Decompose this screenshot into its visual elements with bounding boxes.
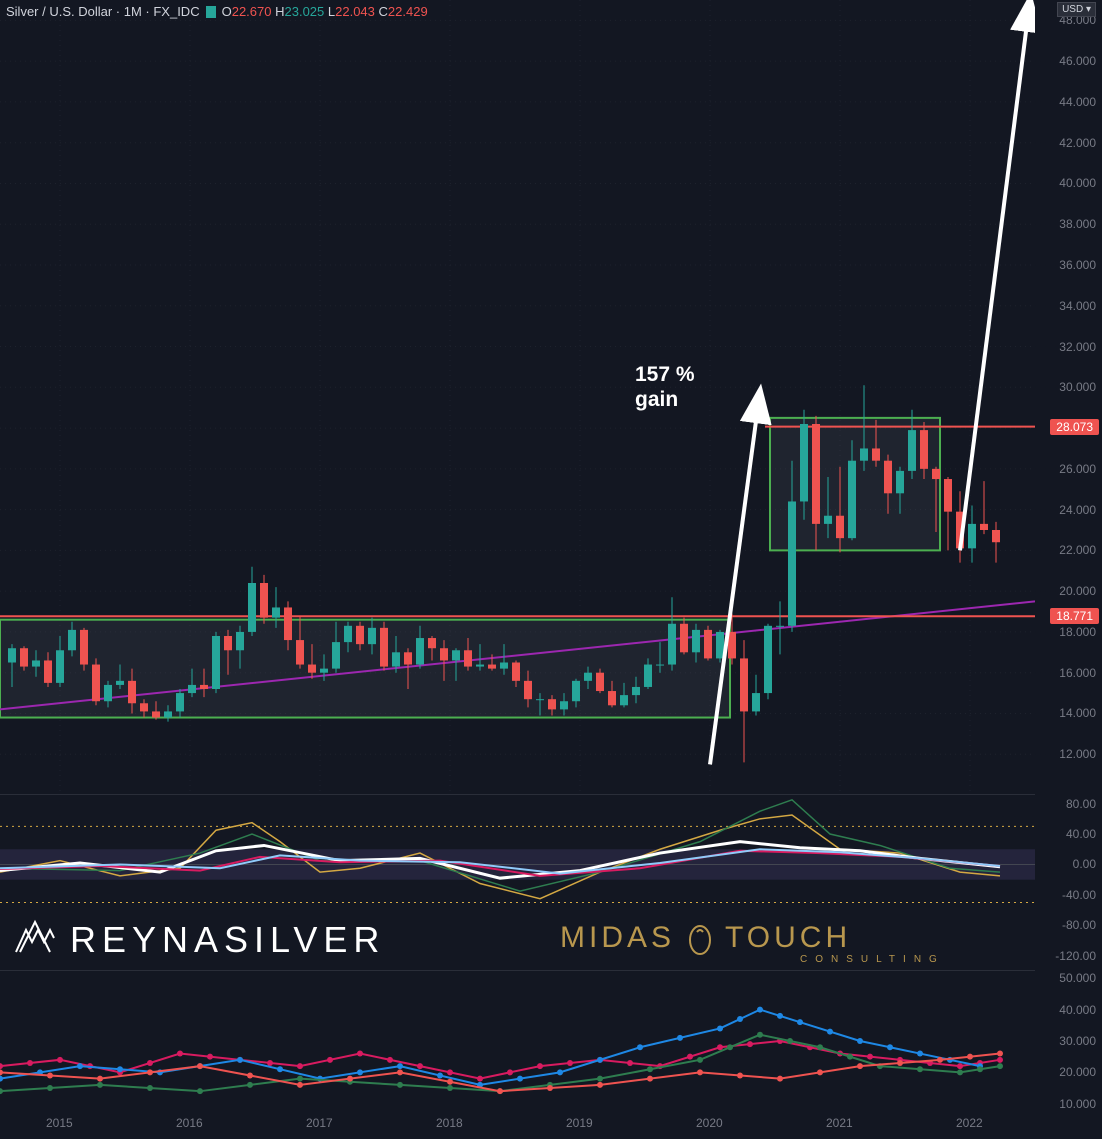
time-axis-label: 2020 (696, 1116, 723, 1130)
ind1-axis: -120.00-80.00-40.000.0040.0080.00 (1035, 796, 1102, 971)
ind2-axis: 10.00020.00030.00040.00050.000 (1035, 972, 1102, 1110)
time-axis[interactable]: 2015 2016 2017 2018 2019 2020 2021 2022 (0, 1110, 1035, 1139)
main-price-chart[interactable] (0, 0, 1035, 795)
symbol-title[interactable]: Silver / U.S. Dollar · 1M · FX_IDC (6, 4, 200, 19)
price-axis[interactable]: 12.00014.00016.00018.00020.00022.00024.0… (1035, 0, 1102, 795)
candle-icon (206, 6, 216, 18)
chart-header: Silver / U.S. Dollar · 1M · FX_IDC O22.6… (6, 4, 428, 19)
time-axis-label: 2016 (176, 1116, 203, 1130)
oscillator-panel-2[interactable] (0, 972, 1035, 1110)
time-axis-label: 2021 (826, 1116, 853, 1130)
reynasilver-logo: REYNASILVER (10, 918, 385, 962)
time-axis-label: 2019 (566, 1116, 593, 1130)
time-axis-label: 2015 (46, 1116, 73, 1130)
ohlc-readout: O22.670 H23.025 L22.043 C22.429 (222, 4, 428, 19)
time-axis-label: 2018 (436, 1116, 463, 1130)
time-axis-label: 2017 (306, 1116, 333, 1130)
currency-selector[interactable]: USD ▾ (1057, 2, 1096, 17)
gain-annotation: 157 % gain (635, 362, 695, 412)
midastouch-logo: MIDAS TOUCH CONSULTING (560, 918, 851, 958)
time-axis-label: 2022 (956, 1116, 983, 1130)
